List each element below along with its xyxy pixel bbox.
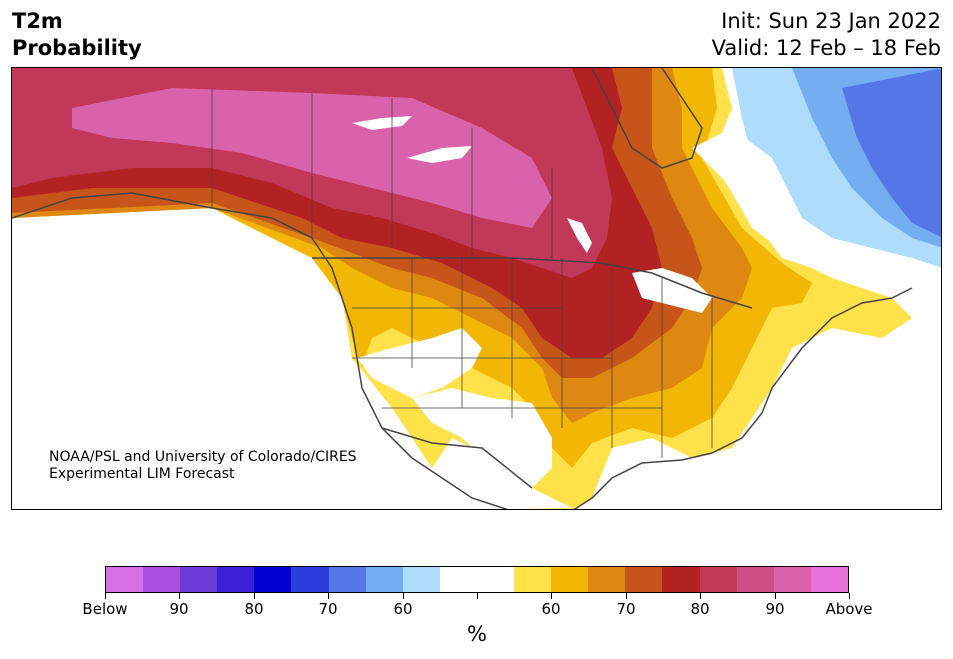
colorbar-tick-label: Below — [82, 600, 128, 618]
map-canvas — [12, 68, 941, 509]
colorbar-segment — [328, 567, 366, 592]
colorbar-segment — [476, 567, 515, 592]
forecast-dates: Init: Sun 23 Jan 2022 Valid: 12 Feb – 18… — [712, 8, 941, 62]
colorbar-tick-label: 70 — [616, 600, 636, 618]
colorbar-tick-label: 80 — [244, 600, 264, 618]
region-below-70 — [842, 68, 941, 238]
colorbar-segment — [588, 567, 626, 592]
us-mexico-border — [381, 427, 533, 489]
credit-line-2: Experimental LIM Forecast — [49, 466, 235, 482]
colorbar-tick — [105, 593, 106, 599]
colorbar-tick-label: 90 — [169, 600, 189, 618]
colorbar-tick — [849, 593, 850, 599]
region-white-southwest — [412, 388, 552, 488]
east-coast — [771, 287, 913, 389]
credit-text: NOAA/PSL and University of Colorado/CIRE… — [49, 449, 357, 483]
title-line-1: T2m — [12, 9, 63, 33]
great-slave-lake — [352, 116, 412, 130]
colorbar-segment — [365, 567, 403, 592]
probability-colorbar — [105, 566, 849, 593]
great-lakes — [632, 268, 712, 313]
colorbar-segment — [180, 567, 218, 592]
colorbar-segment — [402, 567, 440, 592]
colorbar-tick — [626, 593, 627, 599]
great-bear-lake — [407, 146, 472, 163]
colorbar-segment — [662, 567, 700, 592]
colorbar-segment — [143, 567, 181, 592]
colorbar-tick-label: 60 — [541, 600, 561, 618]
colorbar-segment — [514, 567, 552, 592]
forecast-map[interactable] — [11, 67, 942, 510]
credit-line-1: NOAA/PSL and University of Colorado/CIRE… — [49, 449, 357, 465]
colorbar-tick — [700, 593, 701, 599]
title-line-2: Probability — [12, 36, 142, 60]
colorbar-tick-label: 80 — [690, 600, 710, 618]
colorbar-segment — [625, 567, 663, 592]
colorbar-tick — [775, 593, 776, 599]
lake-winnipeg — [567, 218, 592, 253]
colorbar-segment — [439, 567, 477, 592]
colorbar-tick-label: 90 — [765, 600, 785, 618]
init-date: Init: Sun 23 Jan 2022 — [721, 9, 941, 33]
map-title: T2m Probability — [12, 8, 142, 62]
region-white-west — [357, 328, 482, 398]
colorbar-segment — [699, 567, 737, 592]
colorbar-tick — [477, 593, 478, 599]
colorbar-tick — [254, 593, 255, 599]
colorbar-tick-label: 60 — [393, 600, 413, 618]
coastline — [12, 192, 509, 509]
colorbar-tick — [328, 593, 329, 599]
hudson-bay — [591, 68, 703, 169]
colorbar-tick-label: 70 — [318, 600, 338, 618]
state-borders — [211, 88, 713, 458]
colorbar-segment — [254, 567, 292, 592]
colorbar-unit-label: % — [467, 622, 487, 646]
colorbar-tick — [551, 593, 552, 599]
colorbar-segment — [551, 567, 589, 592]
colorbar-segment — [736, 567, 774, 592]
colorbar-segment — [217, 567, 255, 592]
colorbar-segment — [106, 567, 144, 592]
region-white-mexico — [432, 438, 572, 509]
colorbar-tick-label: Above — [825, 600, 873, 618]
colorbar-tick — [179, 593, 180, 599]
colorbar-segment — [773, 567, 811, 592]
colorbar-tick — [403, 593, 404, 599]
colorbar-segment — [810, 567, 848, 592]
gulf-coast — [573, 387, 773, 509]
region-white-quebec — [692, 128, 832, 268]
colorbar-segment — [291, 567, 329, 592]
valid-range: Valid: 12 Feb – 18 Feb — [711, 36, 941, 60]
